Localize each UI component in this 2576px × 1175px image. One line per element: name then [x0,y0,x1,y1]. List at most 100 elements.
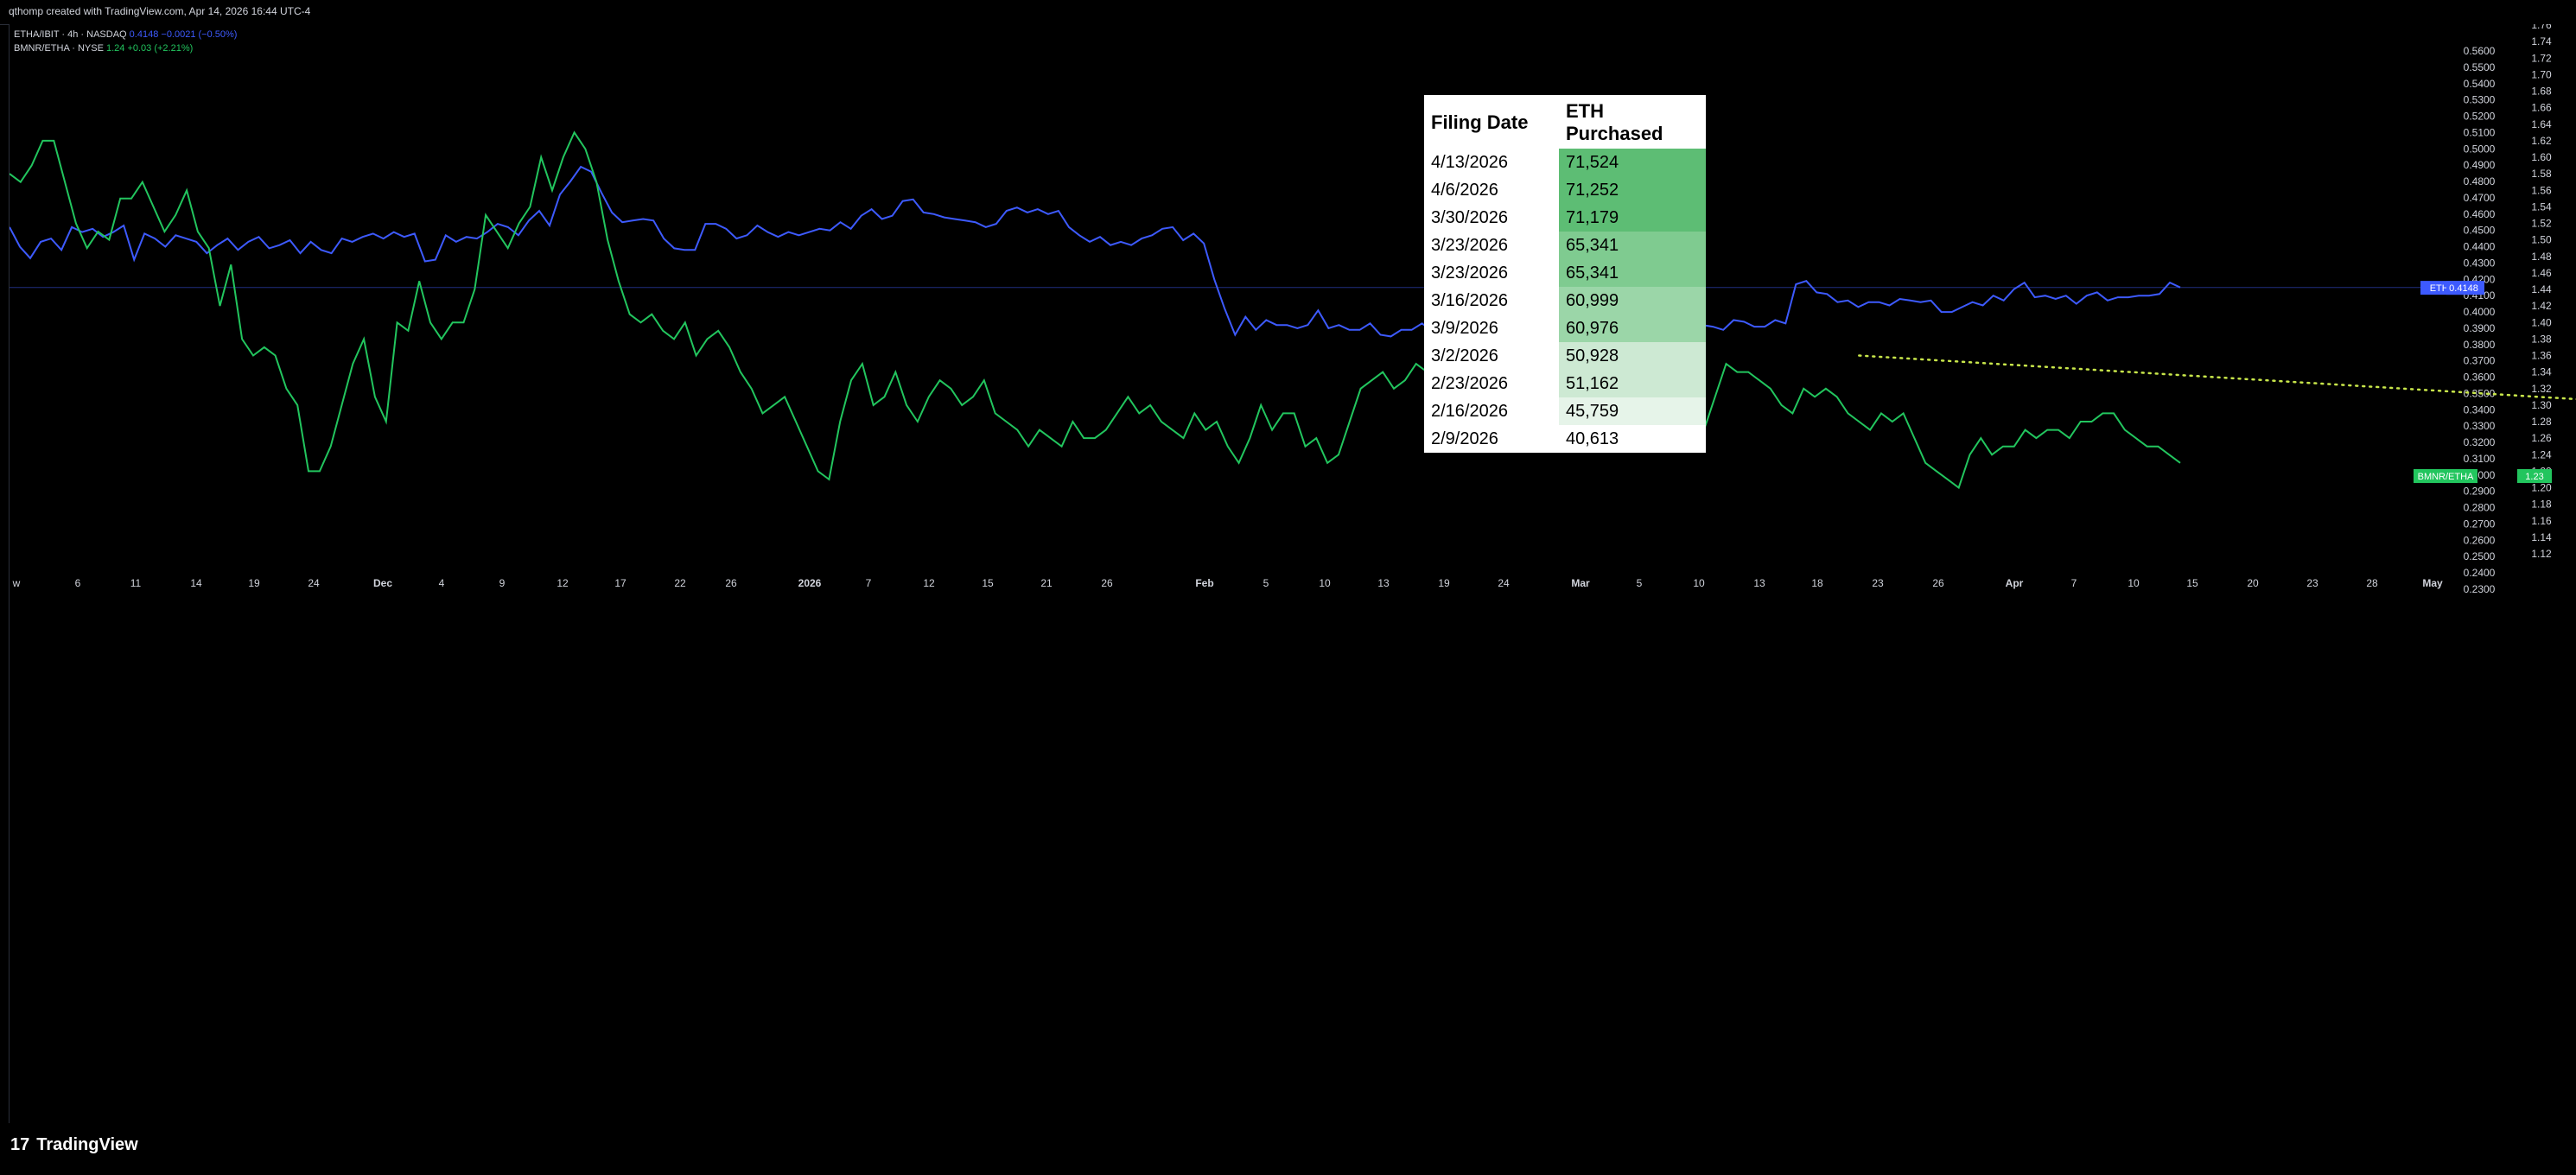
eth-purchased-cell: 71,252 [1559,176,1706,204]
time-axis-tick-label: 22 [674,577,686,589]
header-filing-date: Filing Date [1431,111,1529,133]
series-price-tag-text: 0.4148 [2449,283,2478,294]
right-axis-tick-label: 1.12 [2531,548,2552,560]
header-bar: qthomp created with TradingView.com, Apr… [0,0,2576,25]
time-axis-tick-label: Feb [1195,577,1213,589]
right-axis-tick-label: 1.70 [2531,68,2552,80]
time-axis-tick-label: 13 [1377,577,1390,589]
footer-bar: 17 TradingView [0,1123,2576,1175]
right-axis-tick-label: 1.40 [2531,316,2552,328]
time-axis-tick-label: 13 [1753,577,1765,589]
table-header-row: Filing Date ETH Purchased [1424,95,1706,149]
legend-row-bmnr-etha[interactable]: BMNR/ETHA · NYSE 1.24 +0.03 (+2.21%) [14,41,237,55]
series-line-bmnr-etha[interactable] [10,130,2181,490]
price-chart[interactable]: 0.5600 0.5500 0.5400 0.5300 0.5200 0.5100 0.50… [10,24,2576,1123]
time-axis-tick-label: Mar [1571,577,1590,589]
time-axis-tick-label: 6 [75,577,81,589]
eth-purchased-cell: 45,759 [1559,397,1706,425]
right-axis-tick-label: 1.48 [2531,251,2552,263]
right-axis-tick-label: 1.20 [2531,482,2552,494]
left-axis-tick-label: 0.3900 [2464,322,2496,334]
time-axis-tick-label: w [12,577,21,589]
right-axis-tick-label: 1.24 [2531,448,2552,460]
left-axis-tick-label: 0.3100 [2464,453,2496,465]
left-axis-tick-label: 0.3400 [2464,403,2496,416]
filing-date-cell: 4/13/2026 [1424,149,1559,176]
legend-price: 1.24 [105,43,125,54]
chart-area[interactable]: 0.5600 0.5500 0.5400 0.5300 0.5200 0.5100 0.50… [9,24,2576,1124]
time-axis-tick-label: 26 [1101,577,1113,589]
right-axis-tick-label: 1.58 [2531,168,2552,180]
right-axis-tick-label: 1.30 [2531,399,2552,411]
right-axis-tick-label: 1.62 [2531,135,2552,147]
time-axis-tick-label: 7 [866,577,872,589]
right-axis-tick-label: 1.26 [2531,432,2552,444]
credit-text: qthomp created with TradingView.com, Apr… [9,5,311,17]
right-axis-tick-label: 1.46 [2531,267,2552,279]
time-axis-tick-label: 5 [1637,577,1643,589]
time-axis-tick-label: 2026 [798,577,822,589]
left-axis-tick-label: 0.5300 [2464,94,2496,106]
right-axis-tick-label: 1.74 [2531,35,2552,48]
time-axis-tick-label: 19 [1438,577,1450,589]
brand-name: TradingView [36,1135,138,1154]
time-axis[interactable]: w 6 11 14 19 24 Dec 4 9 12 17 22 26 2026 7 12 15 21 26 Feb 5… [12,577,2443,589]
series-line-etha-ibit[interactable] [10,165,2181,341]
left-price-axis[interactable]: 0.5600 0.5500 0.5400 0.5300 0.5200 0.5100 0.50… [2464,45,2496,595]
left-axis-tick-label: 0.3700 [2464,355,2496,367]
left-axis-tick-label: 0.3800 [2464,339,2496,351]
series-label-tag: BMNR/ETHA [2414,469,2477,483]
right-axis-tick-label: 1.60 [2531,151,2552,163]
right-axis-tick-label: 1.54 [2531,200,2552,213]
eth-purchased-cell: 71,179 [1559,204,1706,232]
legend-row-etha-ibit[interactable]: ETHA/IBIT · 4h · NASDAQ 0.4148 −0.0021 (… [14,28,237,41]
eth-purchased-cell: 60,976 [1559,314,1706,342]
legend-price: 0.4148 [129,29,159,40]
eth-purchased-cell: 65,341 [1559,232,1706,259]
table-row: 3/2/2026 50,928 [1424,342,1706,370]
right-axis-tick-label: 1.32 [2531,383,2552,395]
tradingview-logo[interactable]: 17 TradingView [10,1135,138,1155]
eth-purchase-table: Filing Date ETH Purchased 4/13/2026 71,52… [1424,95,1706,453]
table-row: 2/9/2026 40,613 [1424,425,1706,453]
filing-date-cell: 3/16/2026 [1424,287,1559,314]
right-axis-tick-label: 1.38 [2531,333,2552,345]
filing-date-cell: 3/23/2026 [1424,259,1559,287]
table-row: 4/6/2026 71,252 [1424,176,1706,204]
right-axis-tick-label: 1.16 [2531,515,2552,527]
filing-date-cell: 3/23/2026 [1424,232,1559,259]
left-axis-tick-label: 0.2600 [2464,534,2496,546]
time-axis-tick-label: 10 [1319,577,1331,589]
left-axis-tick-label: 0.2800 [2464,502,2496,514]
time-axis-tick-label: 5 [1263,577,1269,589]
right-axis-tick-label: 1.18 [2531,499,2552,511]
right-axis-tick-label: 1.14 [2531,531,2552,543]
time-axis-tick-label: Apr [2006,577,2024,589]
time-axis-tick-label: 24 [1498,577,1510,589]
time-axis-tick-label: 23 [1872,577,1884,589]
time-axis-tick-label: 26 [725,577,737,589]
time-axis-tick-label: 12 [923,577,935,589]
series-price-tag: 0.4148 [2446,281,2481,295]
right-axis-tick-label: 1.56 [2531,184,2552,196]
time-axis-tick-label: 7 [2071,577,2077,589]
eth-purchased-cell: 71,524 [1559,149,1706,176]
table-row: 3/30/2026 71,179 [1424,204,1706,232]
legend-symbol: ETHA/IBIT · 4h · NASDAQ [14,29,127,40]
right-price-axis[interactable]: 1.76 1.74 1.72 1.70 1.68 1.66 1.64 1.62 1.60 1.58… [2531,24,2552,560]
table-row: 4/13/2026 71,524 [1424,149,1706,176]
left-axis-tick-label: 0.5100 [2464,126,2496,138]
left-axis-tick-label: 0.5400 [2464,78,2496,90]
right-axis-tick-label: 1.44 [2531,283,2552,295]
table-row: 3/23/2026 65,341 [1424,259,1706,287]
left-axis-tick-label: 0.3600 [2464,372,2496,384]
right-axis-tick-label: 1.66 [2531,102,2552,114]
left-axis-tick-label: 0.5600 [2464,45,2496,57]
left-axis-tick-label: 0.2700 [2464,518,2496,530]
legend-change: −0.0021 (−0.50%) [161,29,238,40]
left-axis-tick-label: 0.4500 [2464,225,2496,237]
right-axis-tick-label: 1.64 [2531,118,2552,130]
time-axis-tick-label: May [2422,577,2443,589]
eth-purchased-cell: 60,999 [1559,287,1706,314]
right-axis-tick-label: 1.42 [2531,300,2552,312]
